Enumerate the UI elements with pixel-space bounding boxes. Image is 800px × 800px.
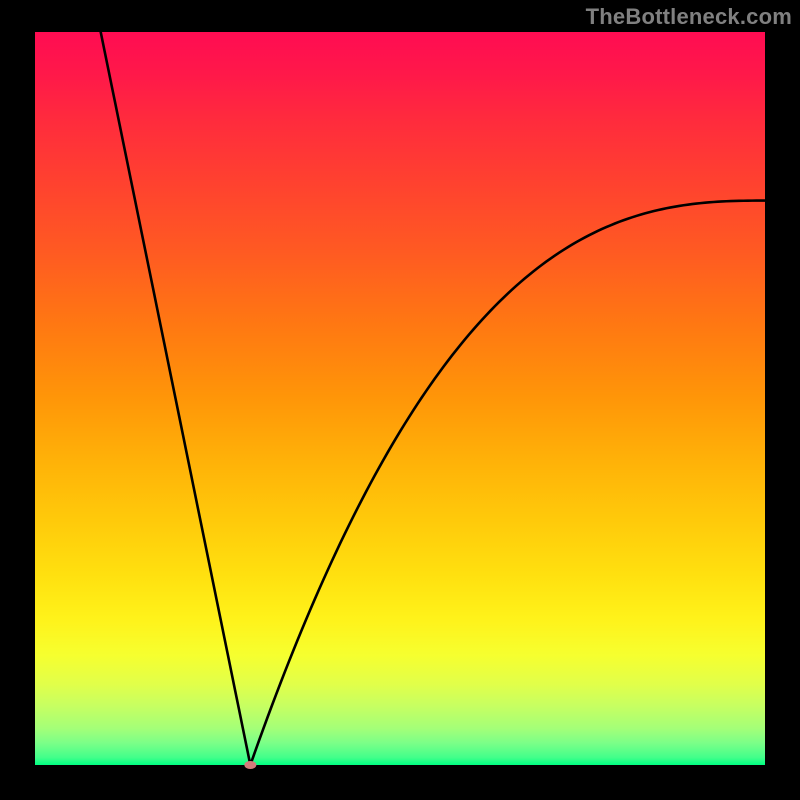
minimum-marker	[244, 761, 256, 769]
watermark-text: TheBottleneck.com	[586, 4, 792, 30]
chart-gradient-bg	[35, 32, 765, 765]
chart-container: TheBottleneck.com	[0, 0, 800, 800]
bottleneck-chart-svg	[0, 0, 800, 800]
